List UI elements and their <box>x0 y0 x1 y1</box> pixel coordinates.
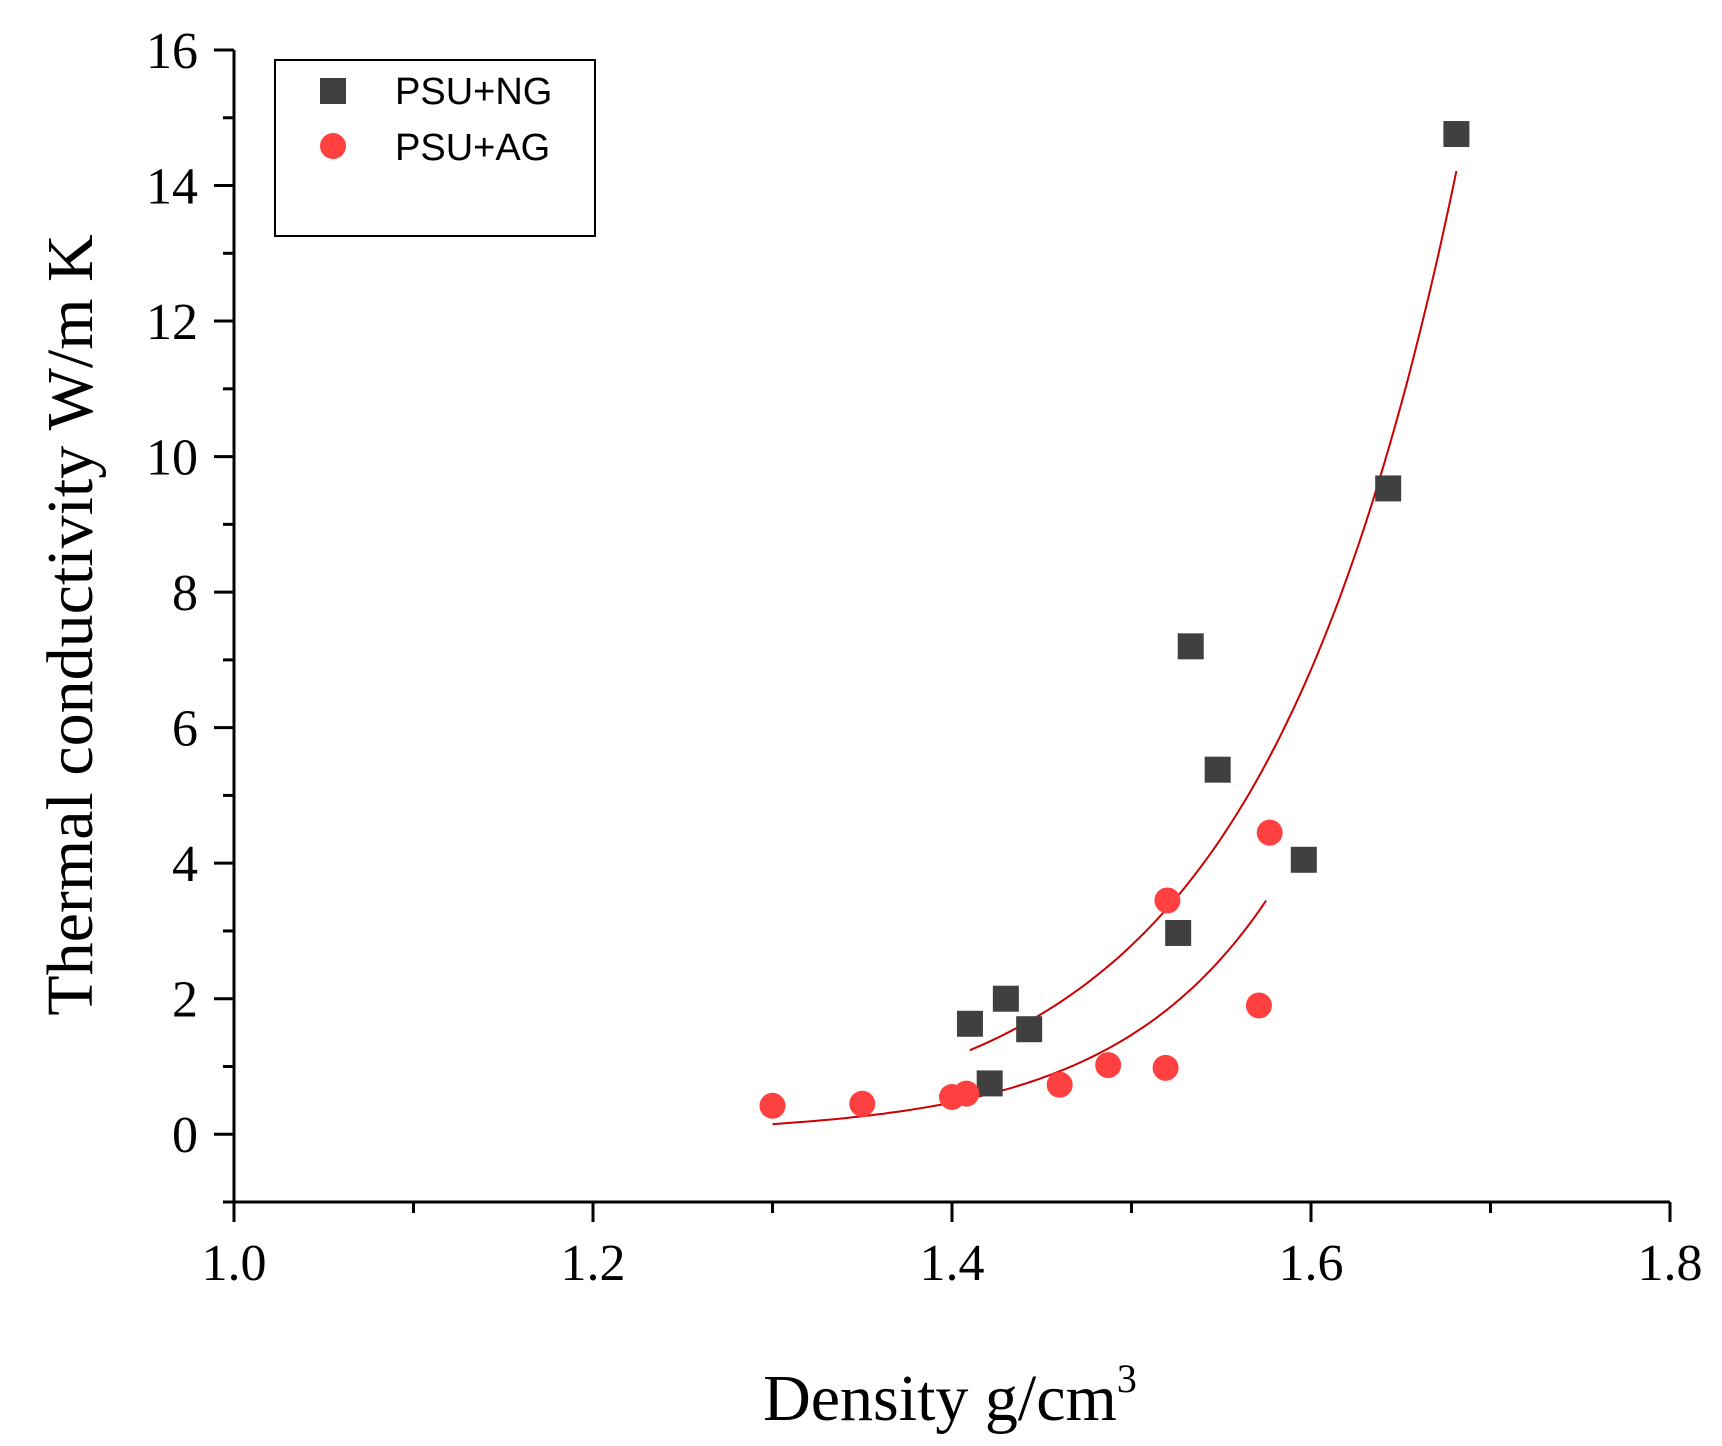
y-tick-label: 4 <box>172 836 198 893</box>
x-tick-label: 1.2 <box>561 1235 626 1292</box>
legend-label-psu-ng: PSU+NG <box>395 71 552 113</box>
point-psu-ag <box>953 1080 980 1107</box>
point-psu-ng <box>1375 475 1402 502</box>
point-psu-ag <box>1095 1052 1122 1079</box>
y-tick-label: 10 <box>146 430 198 487</box>
y-tick-label: 12 <box>146 294 198 351</box>
fit-line <box>969 170 1458 1052</box>
x-tick-label: 1.8 <box>1638 1235 1703 1292</box>
y-tick-label: 16 <box>146 23 198 80</box>
point-psu-ng <box>1177 633 1204 660</box>
point-psu-ng <box>1016 1016 1043 1043</box>
fit-lines <box>772 170 1458 1126</box>
point-psu-ng <box>956 1010 983 1037</box>
y-tick-label: 0 <box>172 1107 198 1164</box>
point-psu-ag <box>1256 819 1283 846</box>
point-psu-ng <box>1443 121 1470 148</box>
legend: PSU+NG PSU+AG <box>274 59 596 237</box>
point-psu-ag <box>759 1092 786 1119</box>
point-psu-ng <box>976 1070 1003 1097</box>
point-psu-ag <box>1152 1054 1179 1081</box>
point-psu-ag <box>1245 992 1272 1019</box>
x-tick-label: 1.0 <box>202 1235 267 1292</box>
point-psu-ng <box>1290 846 1317 873</box>
x-axis-title: Density g/cm3 <box>763 1356 1137 1435</box>
ticks: 1.0 1.2 1.4 1.6 1.8 0 2 4 6 8 10 12 14 16 <box>146 23 1703 1292</box>
legend-label-psu-ag: PSU+AG <box>395 127 550 169</box>
y-tick-label: 8 <box>172 565 198 622</box>
point-psu-ag <box>849 1090 876 1117</box>
point-psu-ng <box>992 985 1019 1012</box>
point-psu-ag <box>1046 1071 1073 1098</box>
legend-marker-psu-ag <box>320 133 346 159</box>
y-tick-label: 14 <box>146 159 198 216</box>
x-tick-label: 1.6 <box>1279 1235 1344 1292</box>
data-points <box>759 121 1470 1119</box>
x-axis-title-superscript: 3 <box>1117 1356 1137 1401</box>
point-psu-ng <box>1165 919 1192 946</box>
legend-marker-psu-ng <box>320 78 346 104</box>
y-tick-label: 2 <box>172 972 198 1029</box>
fit-line <box>772 900 1267 1126</box>
point-psu-ng <box>1204 756 1231 783</box>
x-tick-label: 1.4 <box>920 1235 985 1292</box>
y-tick-label: 6 <box>172 701 198 758</box>
point-psu-ag <box>1154 887 1181 914</box>
y-axis-title: Thermal conductivity W/m K <box>34 234 107 1015</box>
